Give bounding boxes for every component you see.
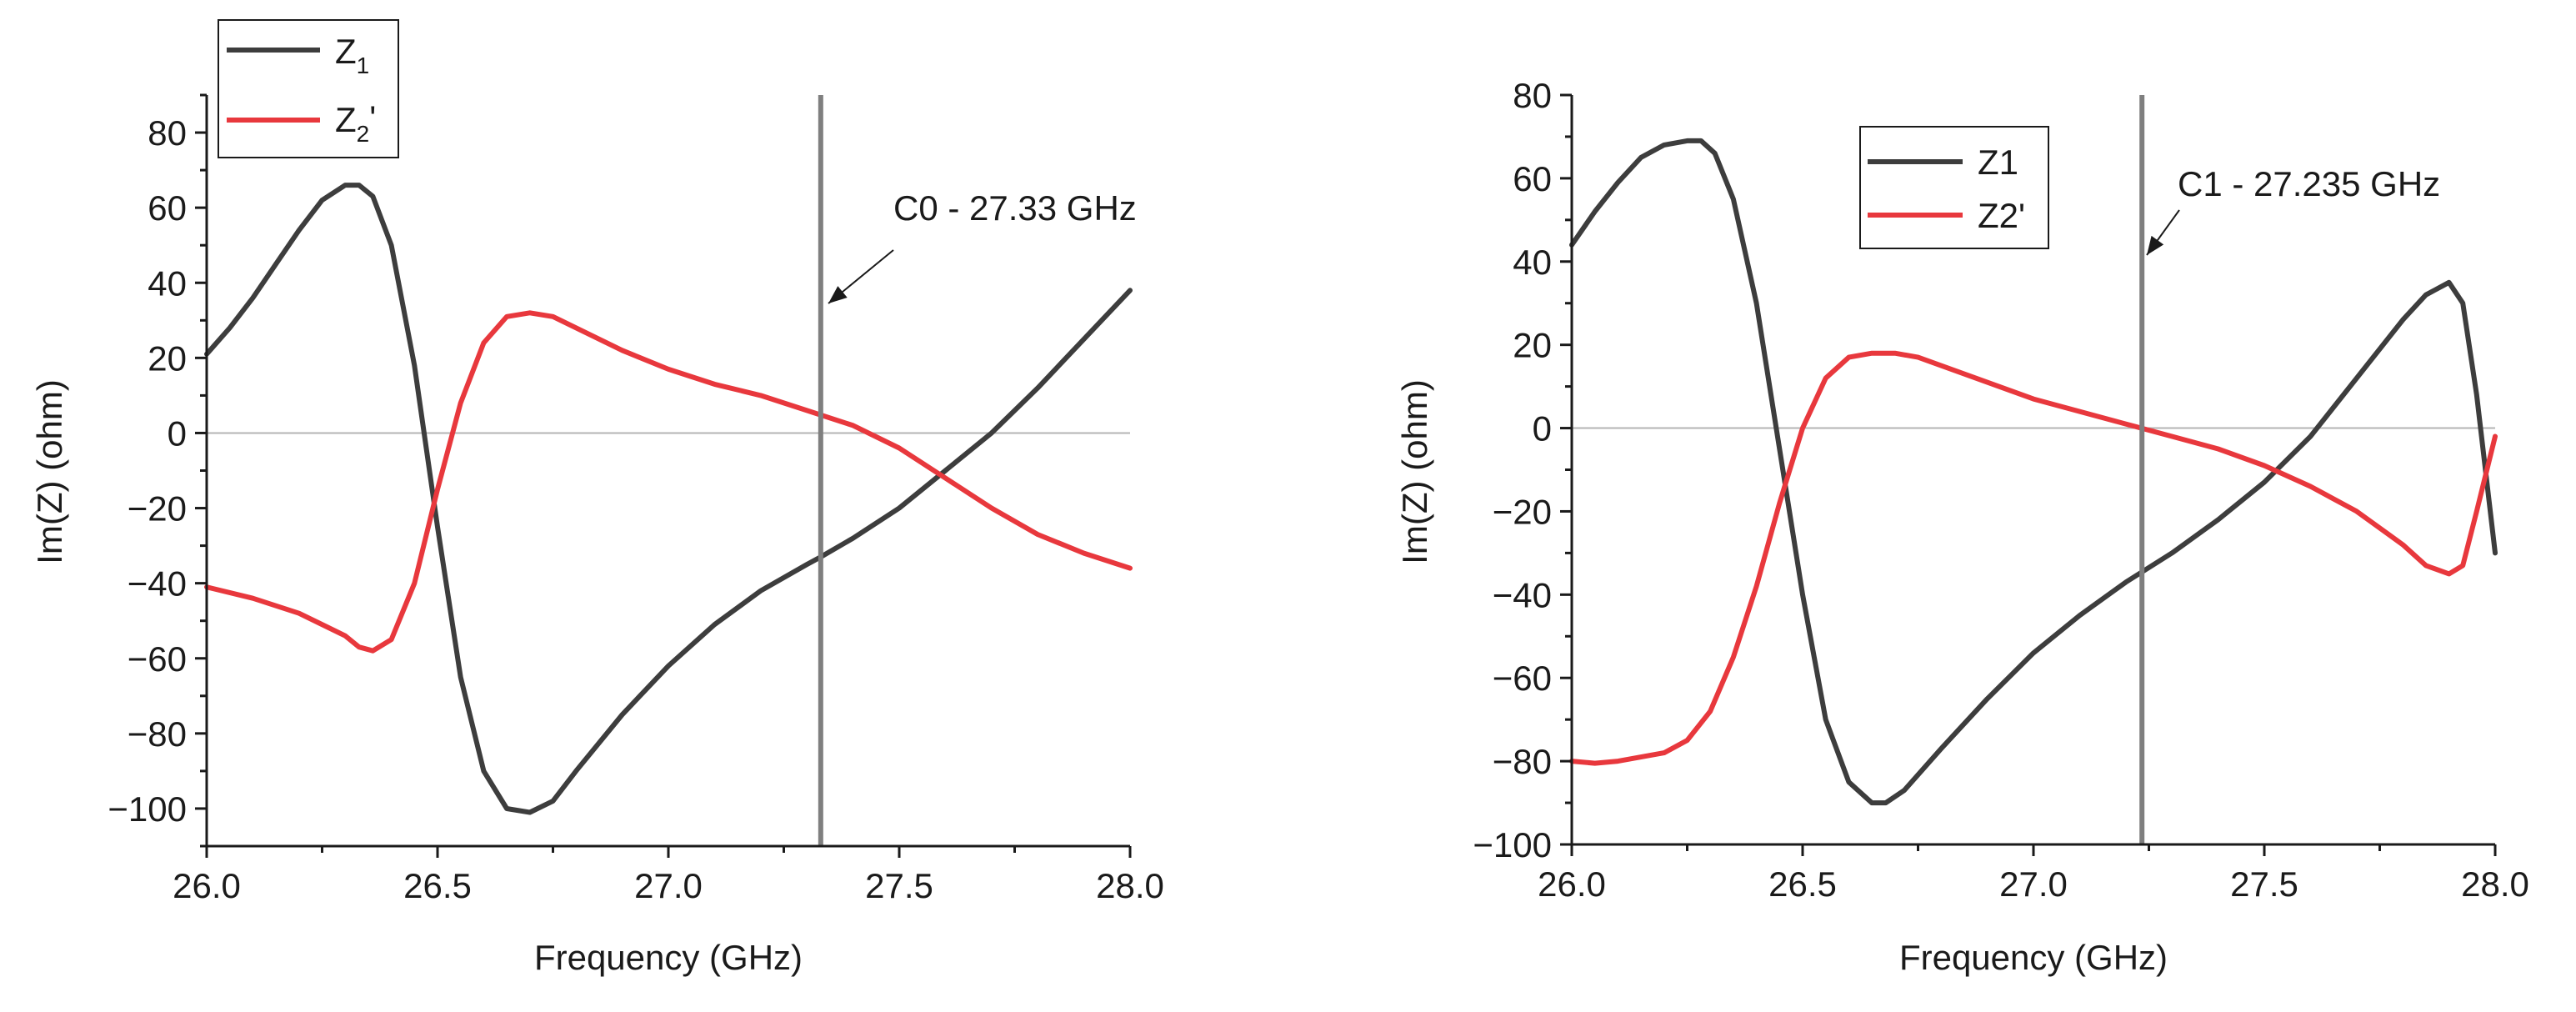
series-layer (204, 183, 1133, 815)
y-tick-label: 60 (148, 188, 187, 228)
x-tick-label: 28.0 (1096, 866, 1164, 905)
y-tick-label: −40 (1493, 575, 1552, 614)
series-layer (1569, 138, 2498, 806)
y-tick-label: −100 (1473, 825, 1552, 864)
x-tick-label: 28.0 (2461, 864, 2529, 904)
y-tick-label: 40 (1513, 243, 1552, 282)
y-tick-label: −20 (1493, 492, 1552, 531)
series-line-z2 (1569, 350, 2498, 766)
annotation-arrow-head (828, 286, 848, 303)
x-axis-label: Frequency (GHz) (534, 938, 803, 977)
legend: Z1 Z2' (218, 19, 399, 158)
chart-right: −100 −80 −60 −40 −20 0 20 40 60 80 26.0 26.5 27.0 27.… (1395, 76, 2529, 977)
x-axis-label: Frequency (GHz) (1899, 938, 2168, 977)
annotation-arrow-head (2147, 235, 2164, 255)
y-tick-label: 0 (168, 413, 187, 453)
y-tick-label: −40 (128, 564, 187, 604)
y-tick-label: 80 (148, 113, 187, 153)
series-line-z1 (1569, 138, 2498, 806)
y-tick-label: 60 (1513, 159, 1552, 198)
chart-left: −100 −80 −60 −40 −20 0 20 40 60 80 26.0 26.5 27.0 27.… (30, 19, 1164, 977)
axes: −100 −80 −60 −40 −20 0 20 40 60 80 26.0 26.5 27.0 27.… (108, 93, 1164, 905)
series-line-z2 (204, 310, 1133, 654)
y-tick-label: −60 (1493, 659, 1552, 698)
y-tick-label: −60 (128, 639, 187, 679)
legend-label-z1: Z1 (1978, 143, 2018, 182)
marker-label: C1 - 27.235 GHz (2178, 164, 2440, 203)
y-tick-label: 0 (1533, 409, 1552, 448)
y-tick-label: 20 (148, 338, 187, 378)
marker-annotation: C0 - 27.33 GHz (828, 188, 1137, 304)
y-tick-label: 80 (1513, 76, 1552, 115)
legend-box (218, 19, 399, 158)
y-axis-label: Im(Z) (ohm) (1395, 379, 1434, 564)
x-tick-label: 26.5 (403, 866, 472, 905)
x-tick-label: 27.5 (865, 866, 933, 905)
y-tick-label: −80 (1493, 742, 1552, 781)
x-tick-label: 27.5 (2230, 864, 2298, 904)
series-line-z1 (204, 183, 1133, 815)
marker-label: C0 - 27.33 GHz (893, 188, 1137, 228)
y-tick-label: 20 (1513, 326, 1552, 365)
axes: −100 −80 −60 −40 −20 0 20 40 60 80 26.0 26.5 27.0 27.… (1473, 76, 2528, 904)
y-axis-label: Im(Z) (ohm) (30, 379, 69, 564)
legend-label-z2: Z2' (1978, 196, 2025, 235)
y-tick-label: 40 (148, 263, 187, 303)
legend: Z1 Z2' (1859, 126, 2049, 249)
x-tick-label: 26.0 (1538, 864, 1606, 904)
x-tick-label: 26.5 (1768, 864, 1837, 904)
y-tick-label: −80 (128, 714, 187, 754)
x-tick-label: 27.0 (634, 866, 703, 905)
marker-annotation: C1 - 27.235 GHz (2146, 164, 2440, 256)
x-tick-label: 27.0 (1999, 864, 2068, 904)
x-tick-label: 26.0 (173, 866, 241, 905)
plot-area (207, 95, 1130, 846)
legend-label-z1: Z1 (335, 32, 369, 78)
legend-label-z2: Z2' (335, 98, 376, 147)
legend-box (1859, 126, 2049, 249)
y-tick-label: −100 (108, 789, 187, 829)
y-tick-label: −20 (128, 489, 187, 529)
